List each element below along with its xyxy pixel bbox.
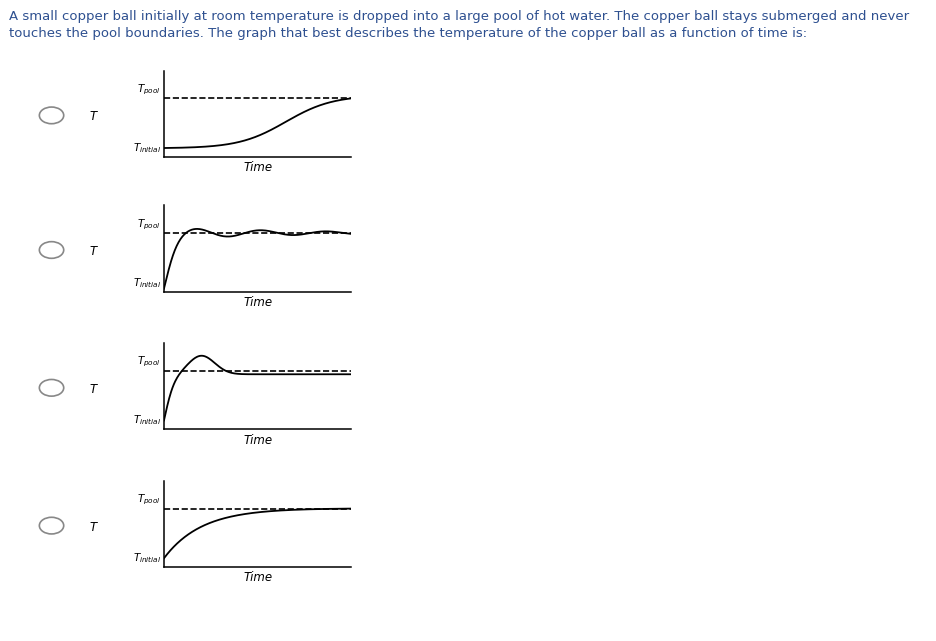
X-axis label: Time: Time — [242, 572, 272, 585]
Text: $T$: $T$ — [89, 520, 98, 533]
Text: A small copper ball initially at room temperature is dropped into a large pool o: A small copper ball initially at room te… — [9, 10, 909, 22]
Text: $T$: $T$ — [89, 383, 98, 395]
Text: touches the pool boundaries. The graph that best describes the temperature of th: touches the pool boundaries. The graph t… — [9, 27, 807, 40]
Text: $T_{pool}$: $T_{pool}$ — [138, 355, 161, 369]
Text: $T_{initial}$: $T_{initial}$ — [133, 141, 161, 155]
Text: $T$: $T$ — [89, 110, 98, 123]
Text: $T_{initial}$: $T_{initial}$ — [133, 551, 161, 565]
Text: $T$: $T$ — [89, 245, 98, 258]
X-axis label: Time: Time — [242, 162, 272, 174]
Text: $T_{pool}$: $T_{pool}$ — [138, 493, 161, 507]
X-axis label: Time: Time — [242, 296, 272, 309]
Text: $T_{pool}$: $T_{pool}$ — [138, 217, 161, 231]
Text: $T_{initial}$: $T_{initial}$ — [133, 413, 161, 428]
Text: $T_{initial}$: $T_{initial}$ — [133, 276, 161, 290]
Text: $T_{pool}$: $T_{pool}$ — [138, 83, 161, 97]
X-axis label: Time: Time — [242, 434, 272, 447]
